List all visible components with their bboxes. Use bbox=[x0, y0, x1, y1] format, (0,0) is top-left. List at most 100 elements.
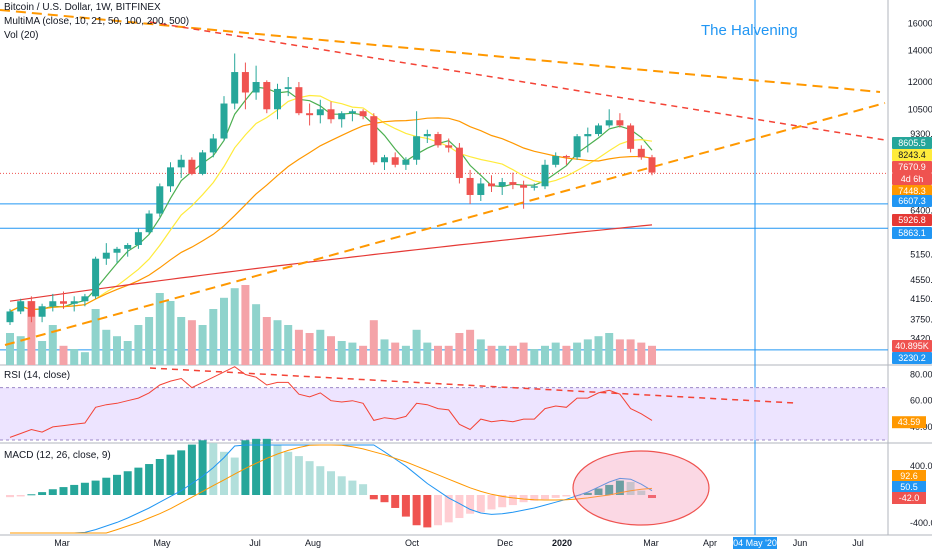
macd-histogram-bar bbox=[145, 464, 154, 495]
volume-bar bbox=[38, 341, 47, 365]
trend-lines bbox=[0, 9, 886, 346]
volume-bar bbox=[27, 301, 36, 365]
volume-bar bbox=[348, 342, 357, 365]
macd-histogram-bar bbox=[294, 456, 303, 495]
candle-body bbox=[509, 182, 517, 185]
time-tick-label: Mar bbox=[54, 538, 70, 548]
macd-histogram-bar bbox=[327, 471, 335, 495]
price-badge bbox=[892, 227, 932, 239]
price-tick-label: 3750.0 bbox=[910, 314, 932, 324]
volume-bar bbox=[637, 342, 646, 365]
candle-body bbox=[81, 296, 89, 302]
macd-histogram-bar bbox=[455, 495, 464, 519]
volume-bar bbox=[230, 288, 239, 365]
macd-histogram-bar bbox=[316, 466, 325, 495]
macd-histogram-bar bbox=[583, 492, 592, 495]
macd-badge bbox=[892, 481, 926, 493]
time-tick-label: Mar bbox=[643, 538, 659, 548]
halvening-date-badge bbox=[733, 537, 777, 549]
candle-body bbox=[231, 72, 239, 104]
volume-bar bbox=[498, 345, 507, 365]
rsi-legend[interactable]: RSI (14, close) bbox=[4, 370, 71, 381]
price-badge bbox=[892, 185, 932, 197]
candle-body bbox=[220, 103, 228, 139]
macd-histogram-bar bbox=[369, 495, 378, 500]
candles bbox=[6, 53, 656, 325]
volume-bar bbox=[91, 309, 100, 365]
macd-badge-label: -42.0 bbox=[899, 493, 920, 503]
macd-histogram-bar bbox=[348, 480, 357, 495]
macd-histogram-bar bbox=[551, 495, 560, 498]
volume-bar bbox=[123, 341, 132, 365]
macd-histogram-bar bbox=[508, 495, 517, 506]
candle-body bbox=[199, 152, 207, 174]
candle-body bbox=[498, 182, 506, 187]
macd-histogram-bar bbox=[123, 471, 132, 495]
signal-line bbox=[10, 444, 653, 534]
candle-body bbox=[423, 134, 431, 137]
macd-badge bbox=[892, 492, 926, 504]
volume-bar bbox=[177, 317, 186, 365]
price-badge-label: 3230.2 bbox=[898, 353, 926, 363]
volume-bar bbox=[113, 336, 121, 365]
volume-bar bbox=[198, 325, 207, 365]
time-tick-label: May bbox=[153, 538, 171, 548]
volume-bar bbox=[455, 333, 464, 365]
price-badge bbox=[892, 173, 932, 185]
macd-histogram-bar bbox=[444, 495, 453, 523]
macd-histogram-bar bbox=[241, 440, 250, 495]
macd-histogram-bar bbox=[466, 495, 475, 514]
rsi-badge bbox=[892, 416, 926, 429]
macd-histogram-bar bbox=[230, 457, 239, 495]
volume-bar bbox=[294, 329, 303, 365]
price-badge bbox=[892, 195, 932, 207]
macd-histogram-bar bbox=[401, 495, 410, 517]
time-tick-label: 04 May '20 bbox=[733, 538, 777, 548]
macd-legend[interactable]: MACD (12, 26, close, 9) bbox=[4, 450, 111, 461]
price-badge bbox=[892, 340, 932, 352]
candle-body bbox=[466, 177, 474, 195]
volume-bar bbox=[434, 345, 442, 365]
highlight-ellipse bbox=[572, 450, 710, 526]
price-badge bbox=[892, 161, 932, 173]
candle-body bbox=[434, 134, 442, 146]
candle-body bbox=[552, 156, 560, 165]
price-badge-label: 8243.4 bbox=[898, 150, 926, 160]
candle-body bbox=[49, 301, 57, 307]
volume-bar bbox=[337, 341, 346, 365]
candle-body bbox=[327, 109, 335, 120]
macd-histogram-bar bbox=[102, 477, 111, 495]
price-tick-label: 9300.0 bbox=[910, 129, 932, 139]
volume-bar bbox=[423, 342, 432, 365]
price-badge-label: 6607.3 bbox=[898, 196, 926, 206]
volume-bar bbox=[626, 339, 635, 365]
candle-body bbox=[402, 159, 410, 165]
candle-body bbox=[306, 113, 314, 116]
candle-body bbox=[391, 157, 399, 165]
candle-body bbox=[60, 301, 67, 304]
candle-body bbox=[27, 301, 35, 317]
candle-body bbox=[381, 157, 388, 163]
time-tick-label: Jul bbox=[249, 538, 261, 548]
volume-bar bbox=[519, 342, 528, 365]
volume-bar bbox=[80, 352, 89, 365]
symbol-legend[interactable]: Bitcoin / U.S. Dollar, 1W, BITFINEX bbox=[4, 2, 161, 13]
price-tick-label: 5150.0 bbox=[910, 250, 932, 260]
candle-body bbox=[359, 111, 367, 117]
price-badge-label: 4d 6h bbox=[901, 174, 924, 184]
macd-histogram-bar bbox=[220, 451, 228, 495]
volume-legend[interactable]: Vol (20) bbox=[4, 30, 39, 41]
time-axis: Mar May Jul Aug Oct Dec 2020 Mar Apr 04 May '20 Ju… bbox=[54, 537, 864, 549]
macd-histogram-bar bbox=[498, 495, 507, 508]
volume-bar bbox=[562, 345, 571, 365]
candle-body bbox=[145, 213, 153, 233]
multima-legend[interactable]: MultiMA (close, 10, 21, 50, 100, 200, 50… bbox=[4, 16, 190, 27]
volume-bar bbox=[273, 320, 282, 365]
candle-body bbox=[274, 88, 281, 110]
volume-bar bbox=[541, 345, 549, 365]
price-badge-label: 5863.1 bbox=[898, 228, 926, 238]
volume-bar bbox=[209, 309, 218, 365]
ma100-line bbox=[9, 224, 653, 302]
